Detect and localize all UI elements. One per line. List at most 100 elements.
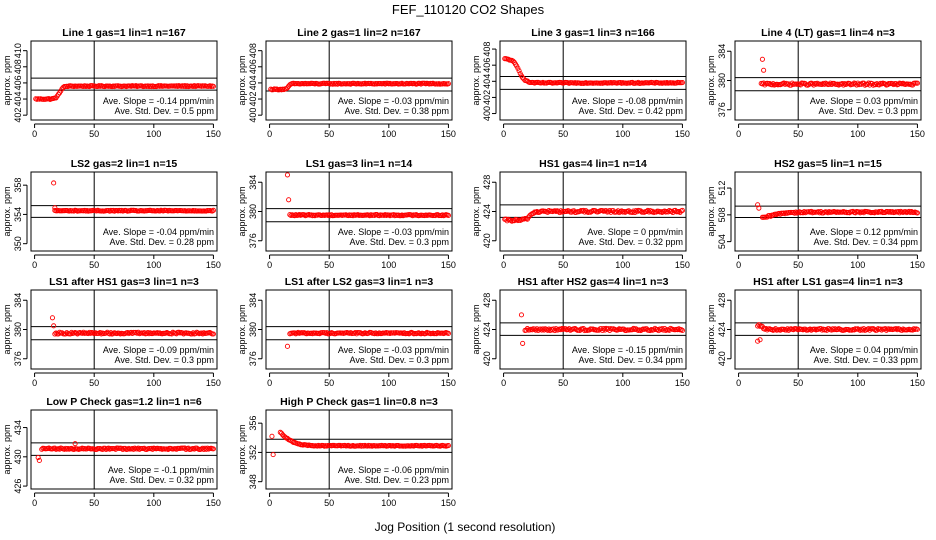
y-tick-label: 348 (248, 474, 258, 489)
panel-6: LS1 gas=3 lin=1 n=14 0 50 100 150 376 380 384ap… (237, 158, 456, 270)
y-tick-label: 376 (717, 102, 727, 117)
data-point (367, 213, 373, 219)
y-tick-label: 420 (482, 351, 492, 366)
x-tick-label: 150 (910, 129, 925, 139)
data-point (445, 443, 451, 449)
data-point (582, 209, 588, 215)
y-axis-label: approx. ppm (237, 424, 247, 474)
data-point (204, 445, 211, 451)
data-point (135, 329, 141, 335)
data-point (846, 80, 853, 87)
plot-frame (30, 171, 218, 252)
data-point (435, 212, 441, 218)
stddev-annotation: Ave. Std. Dev. = 0.3 ppm (115, 355, 214, 365)
x-tick-label: 0 (736, 129, 741, 139)
y-tick-label: 434 (13, 420, 23, 435)
y-tick-label: 404 (482, 74, 492, 89)
data-point (615, 327, 621, 333)
data-point (210, 446, 216, 452)
x-tick-label: 0 (32, 498, 37, 508)
plot-frame (265, 289, 453, 370)
y-tick-label: 420 (482, 233, 492, 248)
data-point (103, 330, 109, 336)
x-tick-label: 50 (324, 129, 334, 139)
stddev-annotation: Ave. Std. Dev. = 0.28 ppm (110, 237, 214, 247)
data-point (79, 330, 85, 336)
data-point (871, 210, 878, 216)
y-axis-label: approx. ppm (237, 55, 247, 105)
x-tick-label: 0 (32, 378, 37, 388)
y-tick-label: 380 (717, 73, 727, 88)
plot-frame (30, 40, 218, 121)
data-point (769, 82, 775, 88)
data-point (148, 445, 154, 452)
x-tick-label: 150 (206, 260, 221, 270)
data-point (757, 337, 763, 343)
data-point (755, 202, 761, 208)
data-point (546, 326, 552, 332)
data-point (832, 326, 838, 332)
data-point (771, 327, 777, 333)
data-point (759, 56, 765, 62)
data-points (33, 83, 216, 102)
data-point (192, 331, 199, 337)
x-tick-label: 50 (558, 129, 568, 139)
data-point (49, 315, 56, 321)
data-point (755, 323, 761, 329)
x-tick-label: 150 (441, 260, 456, 270)
y-axis-label: approx. ppm (2, 304, 12, 354)
y-axis-label: approx. ppm (706, 55, 716, 105)
data-point (35, 454, 41, 461)
y-tick-label: 424 (482, 322, 492, 337)
x-tick-label: 100 (615, 378, 630, 388)
y-tick-label: 350 (13, 236, 23, 251)
panel-title: HS1 gas=4 lin=1 n=14 (539, 158, 647, 170)
y-tick-label: 512 (717, 181, 727, 196)
data-points (269, 429, 451, 458)
y-tick-label: 504 (717, 234, 727, 249)
y-tick-label: 406 (248, 59, 258, 74)
x-tick-label: 100 (615, 129, 630, 139)
x-tick-label: 150 (206, 498, 221, 508)
data-point (914, 326, 920, 332)
x-tick-label: 50 (793, 378, 803, 388)
y-tick-label: 428 (482, 293, 492, 308)
data-point (800, 210, 806, 216)
data-points (518, 312, 685, 346)
data-point (821, 81, 827, 87)
data-point (650, 208, 656, 214)
data-point (327, 330, 333, 337)
data-point (135, 445, 141, 451)
x-tick-label: 0 (501, 129, 506, 139)
data-point (776, 210, 782, 216)
slope-annotation: Ave. Slope = -0.03 ppm/min (338, 96, 449, 106)
slope-annotation: Ave. Slope = -0.04 ppm/min (103, 227, 214, 237)
panel-title: Line 4 (LT) gas=1 lin=4 n=3 (761, 27, 895, 39)
x-tick-label: 100 (850, 378, 865, 388)
panel-title: LS1 gas=3 lin=1 n=14 (306, 158, 413, 170)
data-point (141, 330, 147, 336)
data-point (520, 340, 526, 346)
data-point (902, 209, 909, 215)
data-point (445, 330, 451, 337)
data-point (173, 446, 180, 452)
x-tick-label: 0 (32, 260, 37, 270)
y-tick-label: 428 (482, 175, 492, 190)
data-point (889, 81, 895, 87)
y-axis-label: approx. ppm (471, 186, 481, 236)
data-point (795, 327, 801, 333)
panel-5: LS2 gas=2 lin=1 n=15 0 50 100 150 350 354 358ap… (2, 158, 221, 270)
data-point (644, 208, 650, 214)
data-point (857, 210, 863, 216)
data-point (679, 327, 685, 334)
panel-title: Line 3 gas=1 lin=3 n=166 (531, 27, 655, 39)
data-point (831, 327, 837, 333)
data-point (36, 457, 42, 464)
data-point (119, 445, 125, 452)
data-point (202, 445, 208, 451)
data-point (125, 330, 131, 336)
x-tick-label: 100 (146, 378, 161, 388)
data-point (829, 81, 835, 88)
y-axis-label: approx. ppm (237, 186, 247, 236)
